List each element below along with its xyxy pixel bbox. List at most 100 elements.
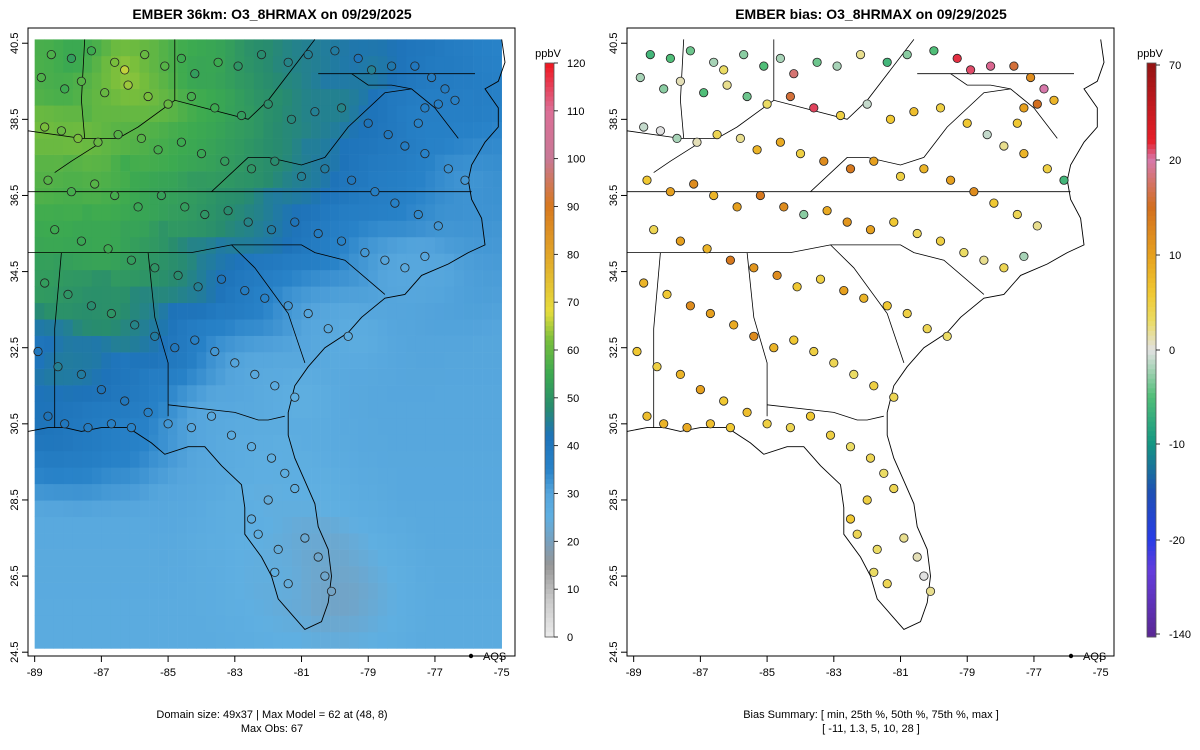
bias-site-marker [879, 468, 889, 478]
bias-site-marker [829, 358, 839, 368]
grid-cell [444, 599, 455, 616]
grid-cell [44, 236, 55, 254]
grid-cell [63, 615, 74, 633]
grid-cell [368, 138, 379, 155]
bias-site-marker [759, 61, 769, 71]
grid-cell [377, 39, 388, 57]
bias-site-marker [832, 61, 842, 71]
bias-colorbar-segment [1147, 464, 1156, 470]
grid-cell [34, 599, 45, 616]
bias-site-marker [872, 544, 882, 555]
grid-cell [463, 483, 474, 501]
grid-cell [225, 72, 236, 90]
site-marker [93, 137, 103, 147]
grid-cell [454, 500, 464, 518]
site-marker [190, 335, 200, 345]
bias-colorbar-segment [1147, 206, 1156, 212]
model-colorbar [545, 63, 554, 638]
grid-cell [177, 286, 188, 304]
grid-cell [253, 253, 264, 271]
grid-cell [377, 138, 388, 155]
site-marker [310, 107, 320, 117]
grid-cell [282, 154, 293, 172]
bias-site-marker [662, 289, 672, 299]
grid-cell [215, 236, 226, 254]
grid-cell [425, 236, 436, 254]
grid-cell [463, 417, 474, 435]
grid-cell [358, 417, 369, 435]
grid-cell [377, 72, 388, 90]
grid-cell [358, 236, 369, 254]
grid-cell [129, 615, 140, 633]
grid-cell [263, 434, 274, 452]
grid-cell [444, 385, 455, 402]
grid-cell [330, 368, 340, 386]
grid-cell [215, 533, 226, 550]
grid-cell [272, 39, 283, 57]
grid-cell [196, 105, 207, 123]
model-colorbar-segment [545, 388, 554, 394]
grid-cell [158, 615, 169, 633]
site-marker [370, 187, 380, 197]
grid-cell [82, 286, 93, 304]
grid-cell [53, 533, 64, 550]
grid-cell [129, 187, 140, 205]
grid-cell [444, 72, 455, 90]
bias-site-marker [1019, 251, 1029, 261]
site-marker [263, 99, 273, 109]
grid-cell [463, 549, 474, 567]
grid-cell [301, 253, 312, 271]
grid-cell [368, 516, 379, 534]
site-marker [280, 468, 290, 478]
grid-cell [206, 220, 217, 238]
grid-cell [244, 450, 255, 468]
bias-colorbar-segment [1147, 125, 1156, 131]
bias-colorbar-tick-label: 0 [1169, 345, 1175, 357]
grid-cell [177, 72, 188, 90]
grid-cell [225, 631, 236, 649]
grid-cell [415, 236, 426, 254]
grid-cell [44, 599, 55, 616]
grid-cell [454, 566, 464, 583]
grid-cell [482, 302, 493, 320]
model-colorbar-segment [545, 488, 554, 494]
grid-cell [129, 72, 140, 90]
grid-cell [168, 105, 178, 123]
grid-cell [291, 302, 302, 320]
grid-cell [272, 434, 283, 452]
grid-cell [387, 154, 398, 172]
grid-cell [473, 302, 483, 320]
grid-cell [368, 352, 379, 369]
grid-cell [291, 582, 302, 600]
grid-cell [339, 615, 350, 633]
grid-cell [301, 615, 312, 633]
grid-cell [168, 352, 178, 369]
grid-cell [444, 253, 455, 271]
bias-site-marker [909, 107, 919, 117]
grid-cell [177, 335, 188, 353]
grid-cell [377, 121, 388, 139]
grid-cell [206, 467, 217, 485]
grid-cell [53, 187, 64, 205]
grid-cell [368, 236, 379, 254]
grid-cell [244, 368, 255, 386]
grid-cell [263, 615, 274, 633]
grid-cell [339, 500, 350, 518]
bias-site-marker [825, 430, 836, 440]
site-marker [433, 99, 443, 109]
grid-cell [482, 352, 493, 369]
grid-cell [320, 385, 331, 402]
grid-cell [291, 286, 302, 304]
grid-cell [396, 121, 407, 139]
grid-cell [396, 302, 407, 320]
grid-cell [139, 55, 150, 73]
grid-cell [234, 121, 245, 139]
grid-cell [263, 39, 274, 57]
grid-cell [482, 55, 493, 73]
grid-cell [168, 631, 178, 649]
grid-cell [330, 88, 340, 106]
model-colorbar-segment [545, 101, 554, 107]
grid-cell [120, 138, 131, 155]
grid-cell [320, 204, 331, 221]
